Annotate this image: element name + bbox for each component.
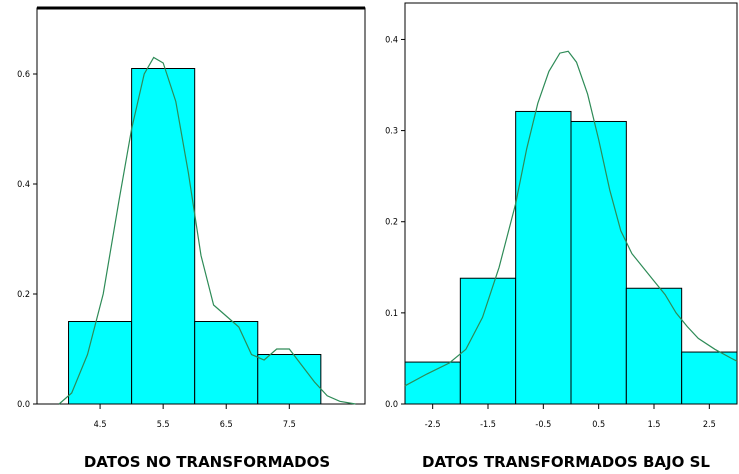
x-tick-label: 0.5 <box>592 420 605 430</box>
histogram-bar <box>515 110 572 405</box>
x-tick-label: 5.5 <box>157 420 170 430</box>
histogram-bar <box>570 120 627 405</box>
y-tick-label: 0.3 <box>385 127 398 137</box>
x-tick-label: 2.5 <box>703 420 716 430</box>
x-tick-label: 7.5 <box>283 420 296 430</box>
histogram-bar <box>681 351 738 405</box>
x-tick-label: 6.5 <box>220 420 233 430</box>
density-curve <box>404 50 738 387</box>
histogram-left: 0.0 0.2 0.4 0.6 4.5 5.5 6.5 7.5 <box>17 6 366 430</box>
histogram-bar <box>257 354 322 405</box>
y-tick-label: 0.4 <box>17 180 30 190</box>
histogram-bar <box>404 361 461 405</box>
x-axis-title-right: DATOS TRANSFORMADOS BAJO SL <box>422 453 710 471</box>
x-axis-title-left: DATOS NO TRANSFORMADOS <box>84 453 330 471</box>
y-tick-label: 0.0 <box>17 400 30 410</box>
y-tick-label: 0.2 <box>385 218 398 228</box>
y-tick-label: 0.0 <box>385 400 398 410</box>
y-tick-label: 0.4 <box>385 35 398 45</box>
histogram-bar <box>68 321 133 405</box>
x-tick-label: 1.5 <box>648 420 661 430</box>
y-tick-label: 0.1 <box>385 309 398 319</box>
density-curve <box>58 56 356 405</box>
histogram-right: 0.0 0.1 0.2 0.3 0.4 -2.5 -1.5 -0.5 0.5 1.5 2.5 <box>385 2 738 430</box>
histogram-bar <box>459 277 517 405</box>
histogram-bar <box>194 321 259 405</box>
x-tick-label: -2.5 <box>425 420 441 430</box>
x-tick-label: -0.5 <box>535 420 551 430</box>
y-tick-label: 0.2 <box>17 290 30 300</box>
x-tick-label: 4.5 <box>94 420 107 430</box>
histogram-bar <box>625 287 683 405</box>
histogram-bar <box>131 68 196 405</box>
x-tick-label: -1.5 <box>480 420 496 430</box>
y-tick-label: 0.6 <box>17 70 30 80</box>
